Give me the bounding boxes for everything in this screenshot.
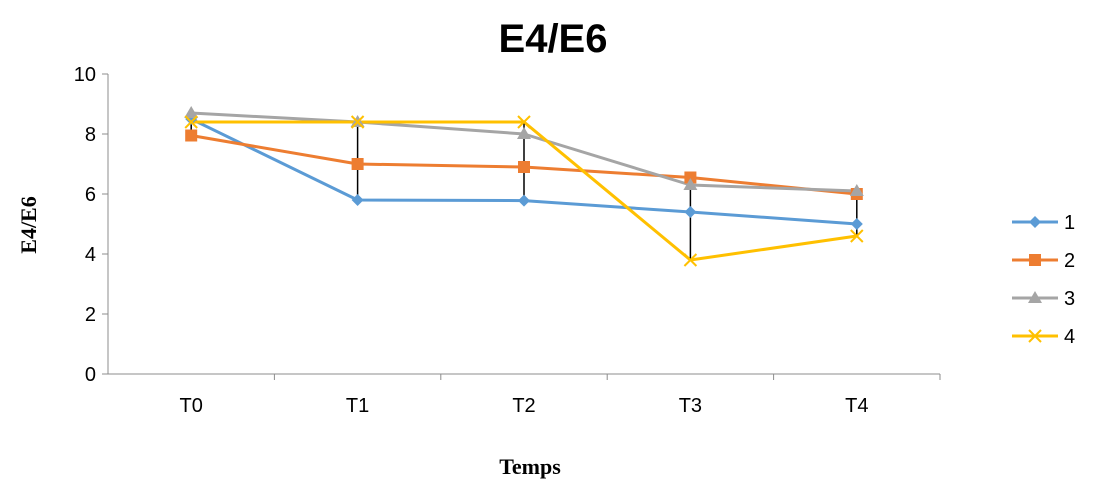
marker-x-stroke xyxy=(184,115,198,129)
legend-marker-4 xyxy=(1028,329,1042,343)
legend-marker-2 xyxy=(1029,254,1041,266)
legend-label-4: 4 xyxy=(1064,326,1075,348)
y-tick-label: 8 xyxy=(85,124,96,146)
data-point-series-3 xyxy=(184,106,199,118)
data-point-series-2 xyxy=(185,129,198,142)
y-tick-label: 4 xyxy=(85,244,96,266)
data-point-series-1 xyxy=(850,218,863,230)
plot-area: 0 2 4 6 8 10 T0 T1 T2 T3 T4 xyxy=(74,64,941,417)
data-point-series-2 xyxy=(518,161,530,173)
chart-title: E4/E6 xyxy=(499,17,608,61)
y-axis-label: E4/E6 xyxy=(16,196,41,253)
data-point-series-1 xyxy=(684,206,697,218)
data-point-series-4 xyxy=(517,115,531,129)
marker-x-stroke xyxy=(683,253,698,267)
data-point-series-3 xyxy=(517,127,531,139)
legend-marker-3 xyxy=(1028,291,1042,303)
legend-label-2: 2 xyxy=(1064,250,1075,272)
data-point-series-2 xyxy=(351,158,364,170)
data-point-series-4 xyxy=(350,115,365,129)
marker-x-stroke xyxy=(350,115,365,129)
x-tick-label: T1 xyxy=(346,395,369,417)
legend-label-3: 3 xyxy=(1064,288,1075,310)
x-tick-label: T3 xyxy=(679,395,702,417)
x-tick-label: T0 xyxy=(180,395,203,417)
marker-x-stroke xyxy=(517,115,531,129)
marker-x-stroke xyxy=(1028,329,1042,343)
data-point-series-1 xyxy=(518,194,530,207)
data-point-series-2 xyxy=(684,171,697,184)
legend: 1 2 3 4 xyxy=(1012,212,1075,348)
x-tick-label: T2 xyxy=(512,395,535,417)
y-tick-label: 10 xyxy=(74,64,96,86)
data-point-series-3 xyxy=(849,184,864,196)
data-point-series-3 xyxy=(683,178,698,190)
legend-label-1: 1 xyxy=(1064,212,1075,234)
data-point-series-1 xyxy=(351,194,364,206)
x-axis-label: Temps xyxy=(499,454,561,479)
x-tick-label: T4 xyxy=(845,395,868,417)
marker-x-stroke xyxy=(850,229,864,243)
data-point-series-4 xyxy=(683,253,698,267)
y-tick-label: 2 xyxy=(85,304,96,326)
y-tick-label: 0 xyxy=(85,364,96,386)
y-tick-label: 6 xyxy=(85,184,96,206)
data-point-series-4 xyxy=(850,229,864,243)
legend-marker-1 xyxy=(1029,216,1041,228)
data-point-series-4 xyxy=(184,115,198,129)
